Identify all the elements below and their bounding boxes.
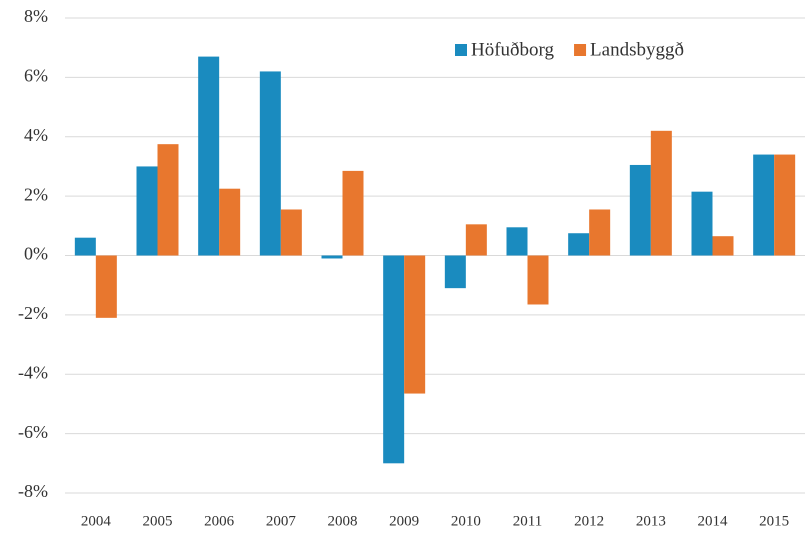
- x-tick-label: 2013: [636, 513, 666, 529]
- y-tick-label: 8%: [24, 6, 48, 26]
- bar: [506, 227, 528, 256]
- bar: [198, 56, 220, 256]
- y-tick-label: 6%: [24, 66, 48, 86]
- x-tick-label: 2007: [266, 513, 297, 529]
- y-tick-label: 2%: [24, 184, 48, 204]
- x-tick-label: 2008: [328, 513, 358, 529]
- bar: [444, 255, 466, 289]
- bar: [774, 154, 796, 256]
- legend-swatch: [574, 44, 587, 56]
- bar: [629, 164, 651, 256]
- y-tick-label: 4%: [24, 125, 48, 145]
- legend-swatch: [455, 44, 467, 56]
- bar: [95, 255, 117, 318]
- bar: [465, 224, 487, 256]
- y-tick-label: -8%: [18, 481, 48, 501]
- bar: [157, 144, 179, 256]
- x-tick-label: 2011: [513, 513, 542, 529]
- y-tick-label: 0%: [24, 244, 48, 264]
- y-tick-label: -6%: [18, 422, 48, 442]
- bar: [136, 166, 158, 256]
- bar: [568, 233, 590, 256]
- x-tick-label: 2004: [81, 513, 112, 529]
- bar: [342, 170, 364, 256]
- y-tick-label: -4%: [18, 362, 48, 382]
- bar: [219, 188, 241, 256]
- legend-label: Landsbyggð: [590, 39, 684, 60]
- bar: [691, 191, 713, 256]
- bar: [650, 130, 672, 256]
- x-tick-label: 2009: [389, 513, 419, 529]
- x-tick-label: 2005: [143, 513, 173, 529]
- x-tick-label: 2012: [574, 513, 604, 529]
- bar: [280, 209, 302, 256]
- x-tick-label: 2015: [759, 513, 789, 529]
- bar: [383, 255, 405, 464]
- bar: [321, 255, 343, 259]
- y-tick-label: -2%: [18, 303, 48, 323]
- bar: [753, 154, 775, 256]
- x-tick-label: 2014: [698, 513, 729, 529]
- bar: [527, 255, 549, 305]
- x-tick-label: 2010: [451, 513, 481, 529]
- bar: [74, 237, 96, 256]
- x-tick-label: 2006: [204, 513, 235, 529]
- bar: [404, 255, 426, 394]
- legend-label: Höfuðborg: [471, 39, 555, 60]
- bar: [589, 209, 611, 256]
- bar: [712, 236, 734, 256]
- bar: [259, 71, 281, 256]
